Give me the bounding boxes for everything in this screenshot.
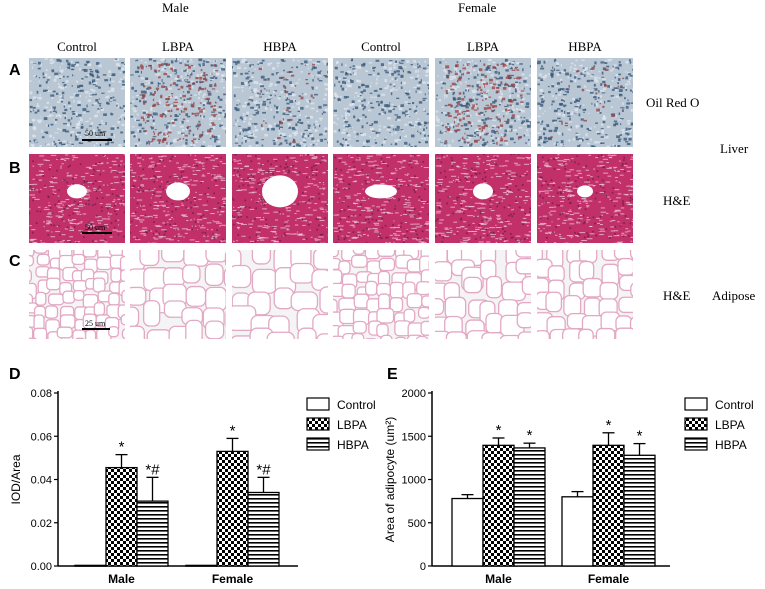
legend-swatch-hbpa <box>306 437 330 451</box>
legend-label-lbpa: LBPA <box>715 418 745 432</box>
legend-swatch-lbpa <box>684 417 708 431</box>
y-tick-label: 0.02 <box>31 518 52 530</box>
legend-swatch-control <box>684 397 708 411</box>
micrograph-row3-col4 <box>333 250 429 339</box>
y-tick-label: 500 <box>408 518 426 530</box>
y-tick-label: 0.00 <box>31 561 52 573</box>
legend-label-lbpa: LBPA <box>337 418 367 432</box>
x-category-label: Female <box>588 572 630 586</box>
micrograph-row2-col3 <box>232 154 328 243</box>
scale-label-row-a: 50 um <box>85 129 106 138</box>
legend-label-control: Control <box>715 398 754 412</box>
bar-lbpa-male <box>105 466 138 567</box>
micrograph-row3-col5 <box>435 250 531 339</box>
bar-control-female <box>185 564 218 567</box>
significance-mark: * <box>637 428 643 445</box>
panel-label-d: D <box>9 366 21 383</box>
micrograph-row1-col6 <box>537 58 633 147</box>
micrograph-row2-col6 <box>537 154 633 243</box>
bar-hbpa-female <box>247 491 280 567</box>
chart-e-adipocyte-area: 0 500 1000 1500 2000 Area of adipocyte (um²) *… <box>383 388 754 586</box>
col-header-male-lbpa: LBPA <box>161 39 195 54</box>
scale-bar-row-c <box>82 328 110 330</box>
tissue-label-adipose: Adipose <box>712 288 756 303</box>
legend-label-hbpa: HBPA <box>337 438 369 452</box>
scale-label-row-c: 25 um <box>85 319 106 328</box>
significance-mark: *# <box>256 461 271 478</box>
row-label-c: C <box>9 253 21 270</box>
y-tick-label: 1000 <box>402 475 426 487</box>
chart-d-iod-area: 0.00 0.02 0.04 0.06 0.08 IOD/Area * *# Male * *# Fe… <box>9 388 376 586</box>
bar-control-female <box>561 496 594 567</box>
y-axis-label: IOD/Area <box>9 454 23 504</box>
x-category-label: Male <box>485 572 512 586</box>
micrograph-row1-col1 <box>29 58 125 147</box>
micrograph-row1-col4 <box>333 58 429 147</box>
significance-mark: * <box>527 427 533 444</box>
stain-label-he-adipose: H&E <box>663 288 691 303</box>
panel-label-e: E <box>387 366 398 383</box>
y-tick-label: 0.08 <box>31 388 52 400</box>
bar-hbpa-male <box>136 500 169 567</box>
micrograph-row1-col5 <box>435 58 531 147</box>
y-tick-label: 0.06 <box>31 431 52 443</box>
header-male: Male <box>162 0 189 15</box>
micrograph-row3-col6 <box>537 250 633 339</box>
micrograph-row2-col1 <box>29 154 125 243</box>
bar-hbpa-female <box>623 454 656 567</box>
col-header-female-hbpa: HBPA <box>568 39 602 54</box>
col-header-male-control: Control <box>57 39 97 54</box>
micrograph-row3-col2 <box>130 250 226 339</box>
x-category-label: Male <box>108 572 135 586</box>
micrograph-row3-col1 <box>29 250 125 339</box>
header-female: Female <box>458 0 497 15</box>
micrograph-row1-col3 <box>232 58 328 147</box>
col-header-female-control: Control <box>361 39 401 54</box>
y-axis-label: Area of adipocyte (um²) <box>383 417 397 542</box>
significance-mark: * <box>119 439 125 456</box>
bar-control-male <box>451 497 484 567</box>
y-tick-label: 1500 <box>402 431 426 443</box>
bar-lbpa-female <box>216 450 249 567</box>
significance-mark: * <box>230 422 236 439</box>
micrograph-row2-col2 <box>130 154 226 243</box>
significance-mark: * <box>606 417 612 434</box>
micrograph-row1-col2 <box>130 58 226 147</box>
stain-label-he-liver: H&E <box>663 193 691 208</box>
legend-swatch-lbpa <box>306 417 330 431</box>
legend-swatch-hbpa <box>684 437 708 451</box>
y-tick-label: 0.04 <box>31 475 52 487</box>
legend-label-control: Control <box>337 398 376 412</box>
y-tick-label: 2000 <box>402 388 426 400</box>
scale-label-row-b: 50 um <box>85 223 106 232</box>
row-label-b: B <box>9 160 21 177</box>
stain-label-oil-red-o: Oil Red O <box>646 95 700 110</box>
bar-hbpa-male <box>513 447 546 567</box>
micrograph-row3-col3 <box>232 250 328 339</box>
significance-mark: *# <box>145 461 160 478</box>
y-tick-label: 0 <box>420 561 426 573</box>
bar-control-male <box>74 564 107 567</box>
micrograph-row2-col4 <box>333 154 429 243</box>
tissue-label-liver: Liver <box>720 141 749 156</box>
micrograph-row2-col5 <box>435 154 531 243</box>
legend-label-hbpa: HBPA <box>715 438 747 452</box>
row-label-a: A <box>9 62 21 79</box>
significance-mark: * <box>496 422 502 439</box>
col-header-female-lbpa: LBPA <box>466 39 500 54</box>
scale-bar-row-b <box>82 232 112 234</box>
scale-bar-row-a <box>82 139 112 141</box>
bar-lbpa-female <box>592 444 625 567</box>
x-category-label: Female <box>212 572 254 586</box>
bar-lbpa-male <box>482 444 515 567</box>
col-header-male-hbpa: HBPA <box>263 39 297 54</box>
legend-swatch-control <box>306 397 330 411</box>
